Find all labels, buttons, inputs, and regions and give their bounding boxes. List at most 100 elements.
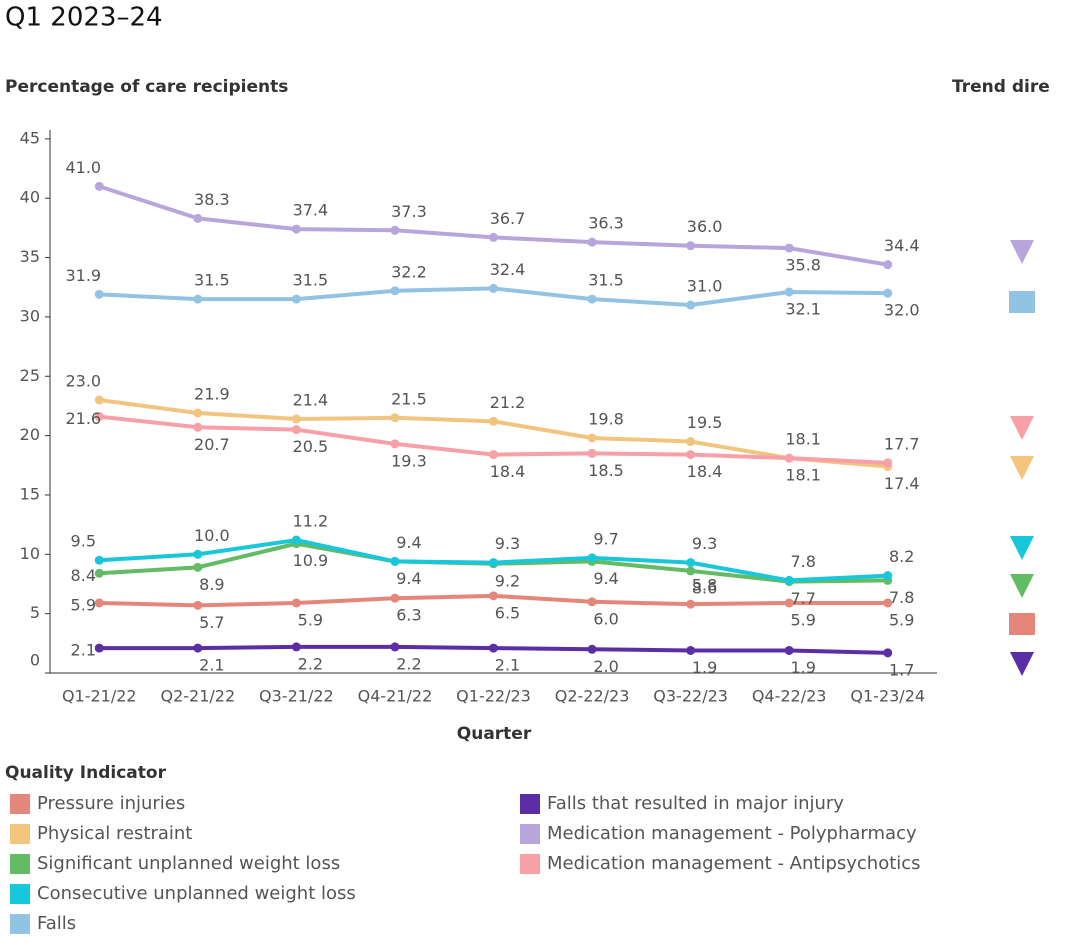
value-label: 32.1: [785, 299, 821, 318]
y-tick-label: 30: [20, 306, 40, 325]
legend-label: Falls that resulted in major injury: [547, 793, 844, 814]
x-tick-label: Q4-21/22: [358, 687, 433, 706]
value-label: 5.9: [298, 610, 323, 629]
value-label: 18.1: [785, 430, 821, 449]
value-label: 9.4: [396, 533, 421, 552]
y-tick-label: 35: [20, 247, 40, 266]
y-tick-label: 5: [30, 603, 40, 622]
x-tick-label: Q4-22/23: [752, 687, 827, 706]
trend-marker: [1010, 536, 1034, 560]
x-tick-label: Q1-23/24: [850, 687, 925, 706]
point: [587, 237, 597, 247]
trend-marker: [1010, 416, 1034, 440]
value-label: 21.4: [293, 390, 329, 409]
point: [390, 556, 400, 566]
point: [193, 294, 203, 304]
point: [489, 416, 498, 426]
legend-label: Physical restraint: [37, 823, 192, 844]
value-label: 8.9: [199, 575, 224, 594]
point: [291, 642, 301, 652]
point: [587, 294, 597, 304]
value-label: 31.5: [588, 271, 624, 290]
point: [193, 562, 203, 572]
value-label: 6.5: [495, 603, 520, 622]
point: [784, 598, 794, 608]
value-label: 19.8: [588, 409, 624, 428]
value-label: 10.0: [194, 526, 230, 545]
value-label: 36.7: [490, 209, 526, 228]
value-label: 5.8: [692, 576, 717, 595]
value-label: 32.2: [391, 262, 427, 281]
value-label: 11.2: [293, 512, 329, 531]
point: [883, 260, 893, 270]
legend-label: Significant unplanned weight loss: [37, 853, 340, 874]
x-tick-label: Q1-22/23: [456, 687, 531, 706]
value-label: 8.6: [692, 578, 717, 597]
legend-label: Pressure injuries: [37, 793, 185, 814]
value-label: 31.9: [65, 266, 101, 285]
point: [686, 599, 696, 609]
value-label: 21.2: [490, 393, 526, 412]
value-label: 23.0: [65, 372, 101, 391]
x-tick-label: Q3-22/23: [653, 687, 728, 706]
value-label: 5.9: [889, 610, 914, 629]
point: [587, 433, 597, 443]
value-label: 19.5: [687, 413, 723, 432]
value-label: 7.8: [889, 588, 914, 607]
point: [291, 598, 301, 608]
y-tick-label: 10: [20, 544, 40, 563]
value-label: 2.2: [396, 654, 421, 673]
point: [193, 422, 203, 432]
point: [489, 591, 498, 601]
point: [784, 453, 794, 463]
value-label: 37.4: [293, 201, 329, 220]
value-label: 18.1: [785, 466, 821, 485]
legend-swatch: [520, 854, 540, 874]
point: [686, 437, 696, 447]
point: [390, 642, 400, 652]
trend-marker: [1010, 652, 1034, 676]
value-label: 31.5: [194, 271, 230, 290]
value-label: 17.4: [884, 474, 920, 493]
trend-marker: [1010, 240, 1034, 264]
value-label: 20.7: [194, 435, 230, 454]
value-label: 2.0: [593, 657, 618, 676]
y-tick-label: 0: [30, 651, 40, 670]
point: [489, 232, 498, 242]
point: [94, 643, 104, 653]
trend-title: Trend dire: [952, 77, 1050, 97]
value-label: 18.4: [687, 462, 723, 481]
value-label: 1.7: [889, 660, 914, 679]
value-label: 17.7: [884, 434, 920, 453]
y-tick-label: 20: [20, 425, 40, 444]
value-label: 5.9: [790, 610, 815, 629]
point: [390, 225, 400, 235]
x-axis-title: Quarter: [457, 724, 532, 744]
x-tick-label: Q2-22/23: [555, 687, 630, 706]
value-label: 5.9: [71, 595, 96, 614]
point: [883, 288, 893, 298]
value-label: 34.4: [884, 236, 920, 255]
value-label: 10.9: [293, 551, 329, 570]
value-label: 9.7: [593, 529, 618, 548]
point: [489, 558, 498, 568]
trend-marker: [1009, 291, 1035, 313]
value-label: 9.3: [495, 534, 520, 553]
legend-title: Quality Indicator: [5, 763, 167, 783]
point: [94, 395, 104, 405]
point: [193, 600, 203, 610]
y-tick-label: 15: [20, 484, 40, 503]
value-label: 1.9: [692, 658, 717, 677]
point: [390, 286, 400, 296]
value-label: 6.3: [396, 606, 421, 625]
trend-marker: [1010, 574, 1034, 598]
chart-title: Q1 2023–24: [5, 3, 163, 33]
point: [291, 224, 301, 234]
point: [291, 535, 301, 545]
point: [686, 450, 696, 460]
trend-marker: [1010, 456, 1034, 480]
point: [686, 645, 696, 655]
point: [587, 644, 597, 654]
y-tick-label: 40: [20, 188, 40, 207]
point: [587, 597, 597, 607]
